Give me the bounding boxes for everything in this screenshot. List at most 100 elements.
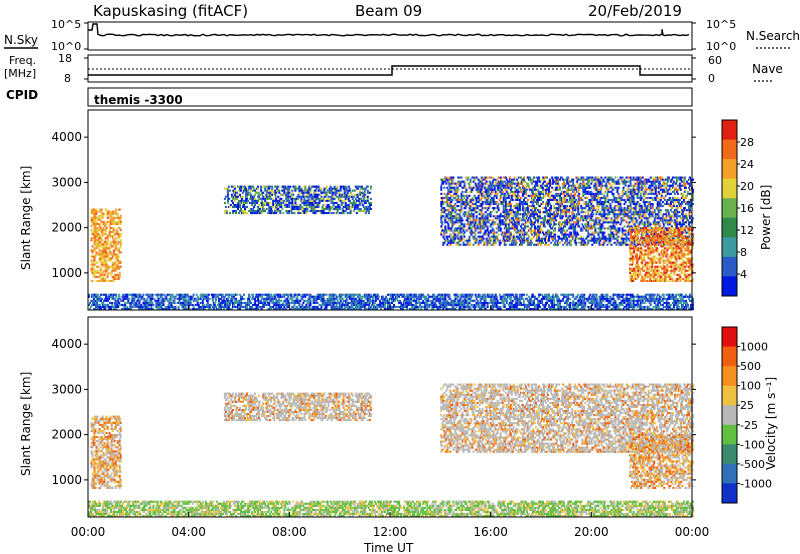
echo-cell bbox=[264, 199, 267, 202]
echo-cell bbox=[551, 305, 554, 308]
echo-cell bbox=[92, 269, 95, 272]
echo-cell bbox=[360, 201, 363, 204]
echo-cell bbox=[109, 245, 112, 248]
echo-cell bbox=[268, 301, 271, 304]
echo-cell bbox=[314, 210, 317, 213]
echo-cell bbox=[449, 297, 452, 300]
echo-cell bbox=[594, 303, 597, 306]
echo-cell bbox=[318, 210, 321, 213]
echo-cell bbox=[94, 227, 97, 230]
echo-cell bbox=[216, 303, 219, 306]
echo-cell bbox=[96, 222, 99, 225]
echo-cell bbox=[266, 195, 269, 198]
echo-cell bbox=[486, 303, 489, 306]
echo-cell bbox=[110, 257, 113, 260]
echo-cell bbox=[439, 308, 442, 311]
echo-cell bbox=[606, 293, 609, 296]
echo-cell bbox=[112, 279, 115, 282]
echo-cell bbox=[549, 305, 552, 308]
echo-cell bbox=[312, 212, 315, 215]
echo-cell bbox=[238, 185, 240, 188]
echo-cell bbox=[94, 229, 97, 232]
echo-cell bbox=[269, 185, 272, 188]
echo-cell bbox=[150, 305, 153, 308]
echo-cell bbox=[484, 297, 487, 300]
echo-cell bbox=[348, 189, 351, 192]
echo-cell bbox=[284, 299, 287, 302]
echo-cell bbox=[215, 308, 218, 311]
echo-cell bbox=[273, 303, 276, 306]
echo-cell bbox=[306, 199, 309, 202]
echo-cell bbox=[362, 205, 365, 208]
echo-cell bbox=[400, 301, 403, 304]
echo-cell bbox=[247, 189, 250, 192]
echo-cell bbox=[503, 180, 506, 183]
echo-cell bbox=[644, 299, 647, 302]
echo-cell bbox=[339, 187, 342, 190]
echo-cell bbox=[336, 305, 339, 308]
echo-cell bbox=[493, 194, 496, 197]
echo-cell bbox=[230, 193, 233, 196]
echo-cell bbox=[460, 207, 463, 210]
echo-cell bbox=[266, 297, 269, 300]
echo-cell bbox=[318, 197, 321, 200]
echo-cell bbox=[255, 295, 258, 298]
echo-cell bbox=[261, 295, 264, 298]
echo-cell bbox=[369, 203, 372, 206]
echo-cell bbox=[217, 293, 220, 296]
cpid-value: themis -3300 bbox=[94, 93, 183, 107]
echo-cell bbox=[111, 255, 114, 258]
echo-cell bbox=[549, 295, 552, 298]
echo-cell bbox=[107, 216, 110, 219]
echo-cell bbox=[219, 301, 222, 304]
echo-cell bbox=[260, 187, 263, 190]
echo-cell bbox=[316, 197, 319, 200]
echo-cell bbox=[365, 308, 368, 311]
echo-cell bbox=[258, 191, 261, 194]
echo-cell bbox=[349, 293, 352, 296]
echo-cell bbox=[451, 186, 454, 189]
echo-cell bbox=[594, 305, 597, 308]
echo-cell bbox=[337, 197, 340, 200]
echo-cell bbox=[93, 259, 96, 262]
echo-cell bbox=[152, 308, 155, 311]
echo-cell bbox=[261, 199, 264, 202]
echo-cell bbox=[460, 209, 463, 212]
echo-cell bbox=[497, 207, 500, 210]
echo-cell bbox=[321, 297, 324, 300]
echo-cell bbox=[99, 229, 102, 232]
echo-cell bbox=[264, 197, 267, 200]
echo-cell bbox=[480, 219, 483, 222]
echo-cell bbox=[494, 299, 497, 302]
echo-cell bbox=[482, 178, 485, 181]
echo-cell bbox=[451, 237, 454, 240]
echo-cell bbox=[316, 195, 319, 198]
echo-cell bbox=[272, 205, 275, 208]
echo-cell bbox=[118, 295, 121, 298]
echo-cell bbox=[358, 293, 361, 296]
echo-cell bbox=[133, 301, 136, 304]
echo-cell bbox=[280, 305, 283, 308]
echo-cell bbox=[275, 305, 278, 308]
echo-cell bbox=[160, 305, 163, 308]
echo-cell bbox=[589, 308, 592, 311]
echo-cell bbox=[185, 308, 188, 311]
echo-cell bbox=[451, 219, 454, 222]
echo-cell bbox=[223, 201, 226, 204]
echo-cell bbox=[535, 308, 537, 311]
echo-cell bbox=[637, 299, 640, 302]
echo-cell bbox=[366, 303, 369, 306]
echo-cell bbox=[109, 241, 112, 244]
echo-cell bbox=[410, 297, 413, 300]
echo-cell bbox=[580, 301, 583, 304]
echo-cell bbox=[289, 185, 292, 188]
echo-cell bbox=[366, 299, 369, 302]
echo-cell bbox=[209, 303, 212, 306]
echo-cell bbox=[486, 301, 489, 304]
echo-cell bbox=[252, 208, 255, 211]
echo-cell bbox=[354, 301, 357, 304]
echo-cell bbox=[291, 297, 294, 300]
echo-cell bbox=[426, 308, 429, 311]
echo-cell bbox=[687, 305, 689, 308]
echo-cell bbox=[341, 301, 344, 304]
